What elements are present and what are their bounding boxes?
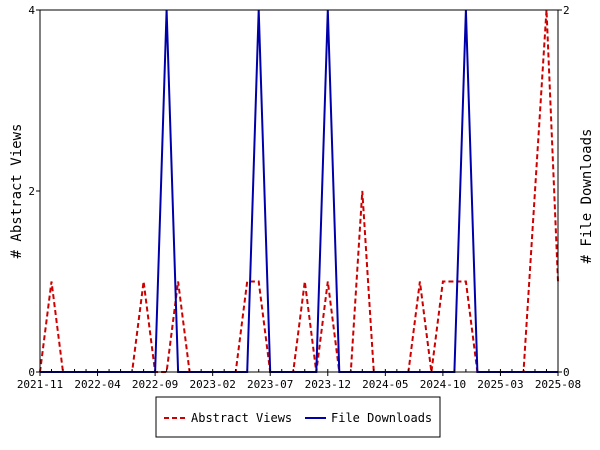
x-tick-label: 2022-04 [74,378,121,391]
legend: Abstract Views File Downloads [155,396,441,438]
x-tick-label: 2021-11 [17,378,63,391]
y-left-tick-label: 0 [28,366,35,379]
x-tick-label: 2023-02 [189,378,235,391]
x-tick-label: 2025-03 [477,378,523,391]
y-left-tick-label: 4 [28,4,35,17]
axes-layer: 2021-11 2022-04 2022-09 2023-02 2023-07 2023-… [17,4,581,391]
plot-background [40,10,558,372]
plot-area [40,10,558,372]
y-right-tick-label: 0 [563,366,570,379]
y-axis-right-title: # File Downloads [579,129,595,264]
x-tick-label: 2024-10 [420,378,466,391]
x-tick-label: 2023-07 [247,378,293,391]
y-axis-left-title: # Abstract Views [9,124,25,259]
y-right-tick-label: 2 [563,4,570,17]
x-tick-label: 2025-08 [535,378,581,391]
x-tick-label: 2023-12 [305,378,351,391]
series-line-abstract-views [39,9,559,373]
x-tick-label: 2022-09 [132,378,178,391]
legend-label-abstract-views: Abstract Views [191,411,292,425]
legend-box [155,396,441,438]
x-tick-label: 2024-05 [362,378,408,391]
legend-label-file-downloads: File Downloads [331,411,432,425]
y-left-tick-label: 2 [28,185,35,198]
